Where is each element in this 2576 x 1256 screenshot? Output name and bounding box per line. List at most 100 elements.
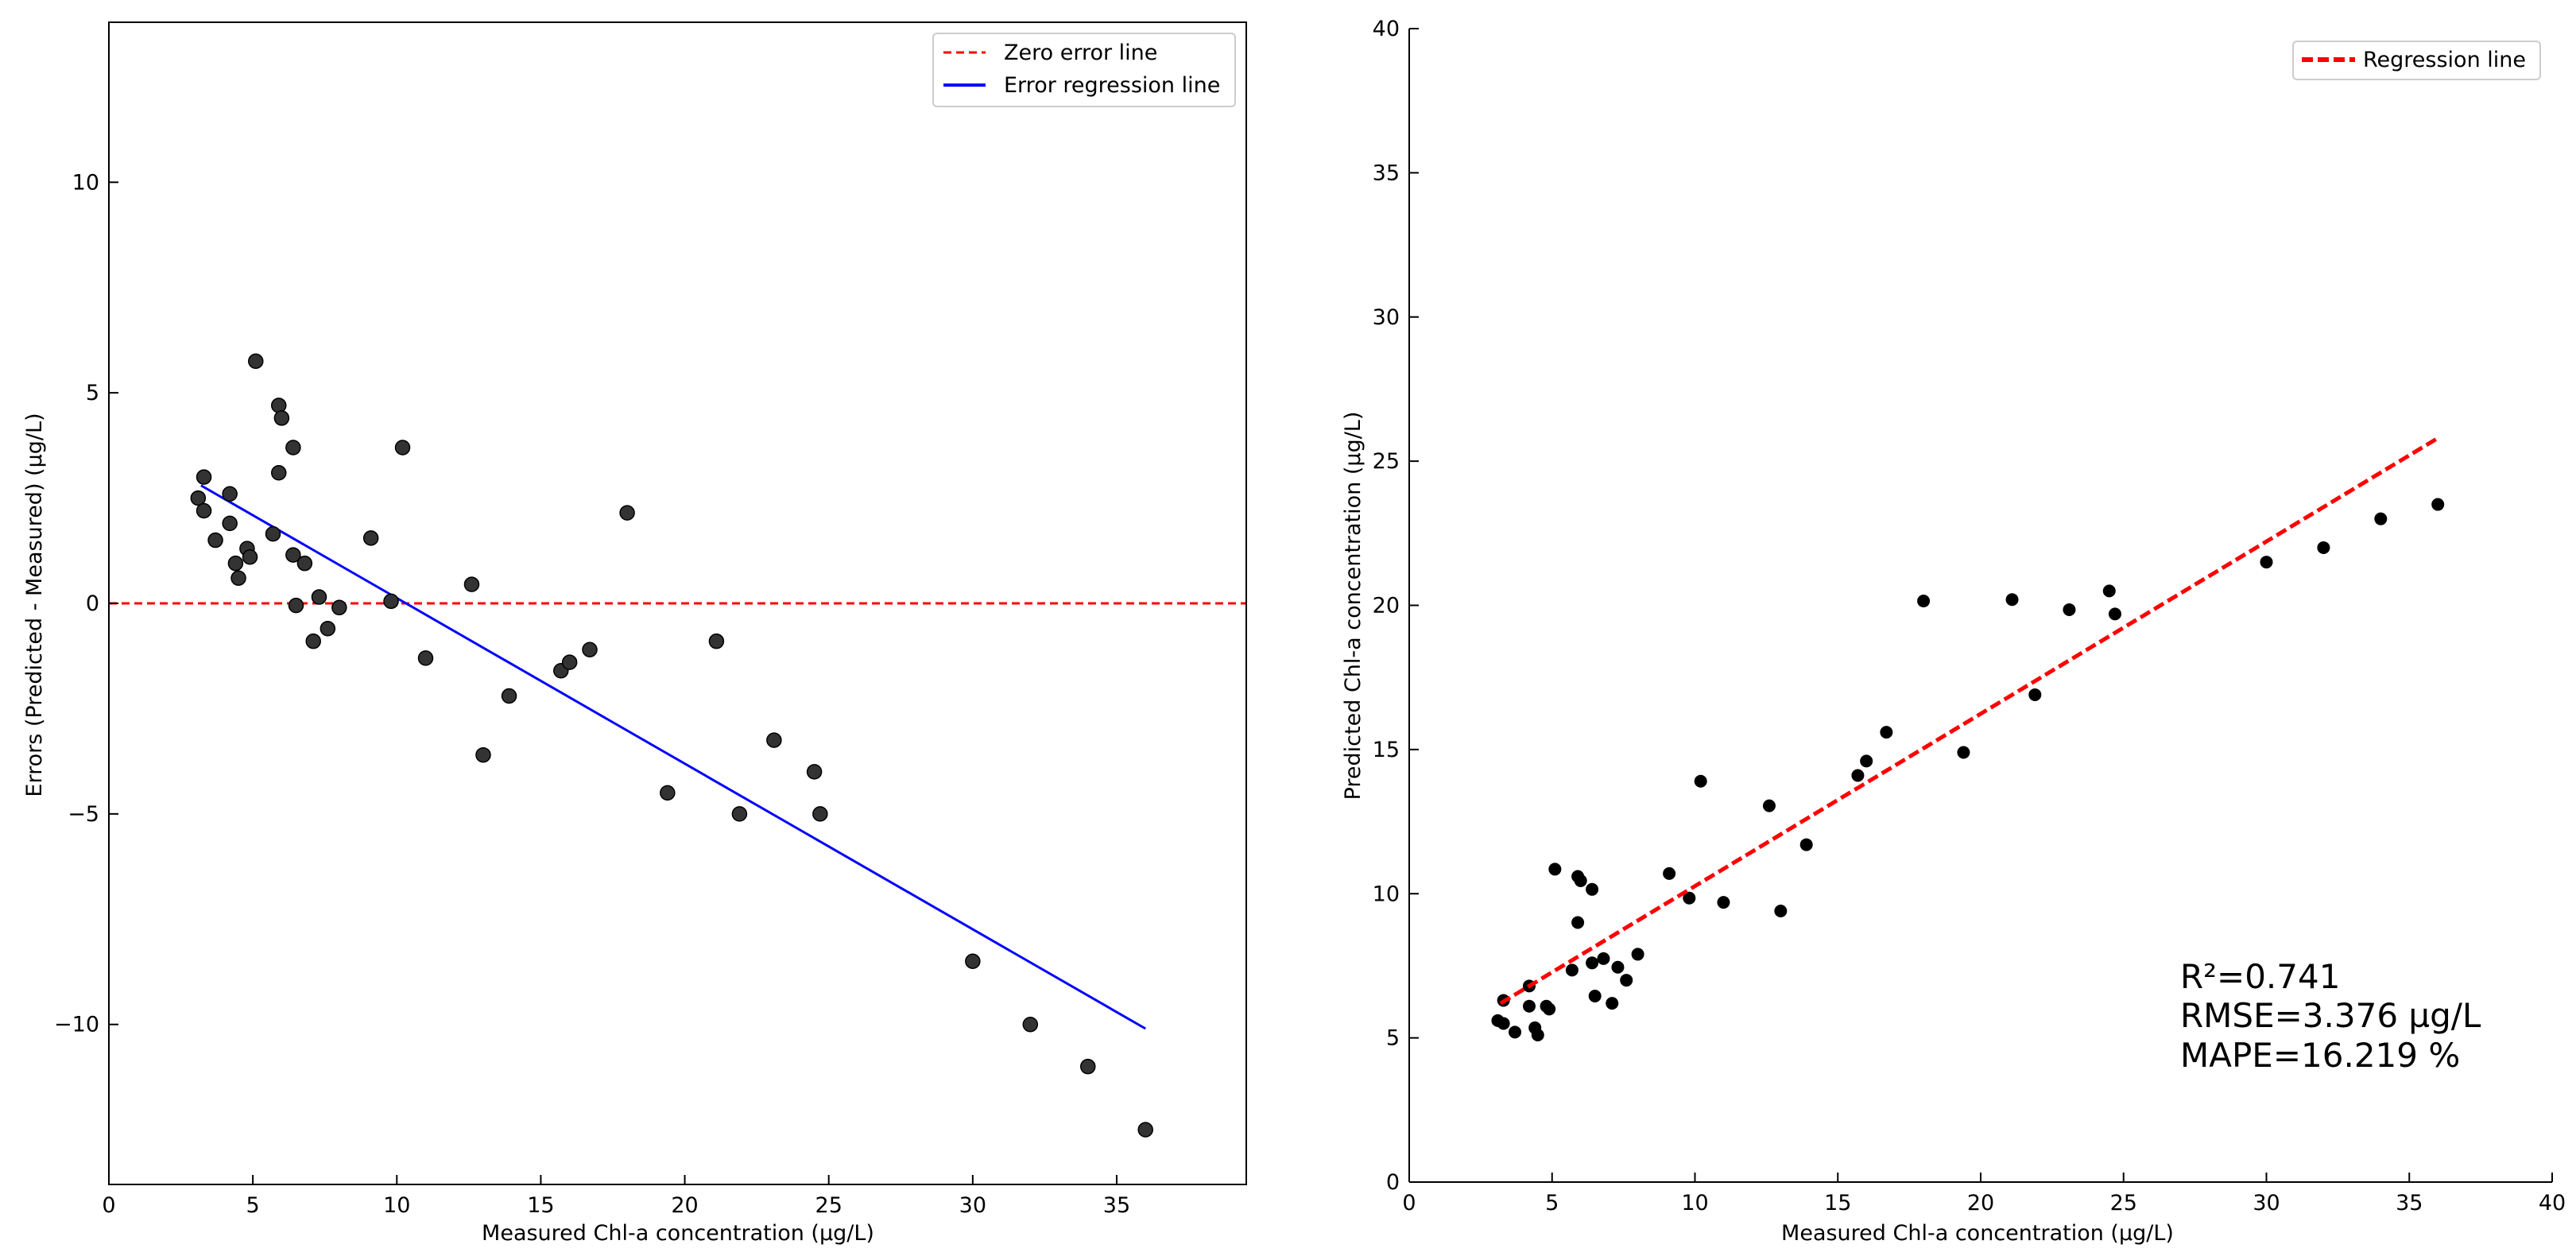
error-plot-x-tick-label: 5 — [246, 1193, 260, 1218]
error-data-point — [766, 732, 782, 748]
prediction-data-point — [2317, 541, 2330, 554]
prediction-plot-y-tick-label: 30 — [1373, 305, 1400, 330]
prediction-data-point — [1574, 874, 1587, 887]
prediction-data-point — [1548, 863, 1562, 876]
prediction-data-point — [2102, 584, 2116, 598]
error-data-point — [196, 469, 212, 485]
prediction-plot-ticks: 0 5 10 15 20 25 30 35 40 0 5 10 15 20 25 30 35 40 — [1373, 17, 2566, 1215]
error-data-point — [331, 599, 347, 616]
error-data-point — [222, 486, 238, 502]
prediction-regression-line — [1499, 436, 2439, 1006]
prediction-data-point — [1774, 905, 1788, 918]
prediction-data-point — [1880, 726, 1893, 739]
rmse-annotation: RMSE=3.376 µg/L — [2180, 996, 2481, 1035]
error-data-point — [265, 525, 281, 542]
error-plot-legend: Zero error line Error regression line — [932, 33, 1236, 107]
prediction-plot-x-tick-label: 40 — [2539, 1191, 2566, 1215]
error-plot-x-axis-title: Measured Chl-a concentration (µg/L) — [482, 1221, 874, 1246]
error-plot-y-tick-label: 0 — [86, 591, 99, 616]
error-data-point — [196, 502, 212, 519]
prediction-plot-x-tick-label: 15 — [1824, 1191, 1851, 1215]
prediction-data-point — [2431, 498, 2445, 511]
prediction-data-point — [1683, 891, 1696, 905]
error-data-point — [227, 555, 244, 572]
prediction-data-point — [2260, 556, 2273, 569]
error-data-point — [320, 621, 336, 637]
error-plot-y-tick-label: −10 — [54, 1013, 99, 1037]
prediction-data-point — [1497, 1017, 1510, 1030]
error-plot-legend-box — [932, 33, 1236, 107]
legend-error-regression-line-label: Error regression line — [1004, 73, 1220, 98]
mape-annotation: MAPE=16.219 % — [2180, 1036, 2460, 1075]
prediction-data-point — [2005, 593, 2019, 607]
prediction-plot-legend-box — [2292, 41, 2541, 80]
error-plot-marks — [109, 353, 1246, 1138]
error-plot-ticks: 0 5 10 15 20 25 30 35 −10 −5 0 5 10 — [54, 170, 1130, 1218]
error-plot-x-tick-label: 30 — [959, 1193, 986, 1218]
error-data-point — [288, 597, 304, 614]
error-data-point — [812, 806, 828, 822]
prediction-data-point — [1509, 1025, 1522, 1039]
error-plot-x-tick-label: 25 — [815, 1193, 843, 1218]
prediction-data-point — [1606, 997, 1619, 1010]
error-data-point — [248, 353, 264, 370]
prediction-plot-x-tick-label: 5 — [1545, 1191, 1559, 1215]
error-plot-x-tick-label: 0 — [102, 1193, 115, 1218]
prediction-plot-marks — [1491, 436, 2445, 1041]
error-data-point — [296, 555, 313, 572]
prediction-plot-y-tick-label: 35 — [1373, 161, 1400, 185]
prediction-plot-legend: Regression line — [2292, 41, 2541, 80]
prediction-data-point — [1631, 948, 1644, 961]
prediction-plot-x-tick-label: 10 — [1681, 1191, 1708, 1215]
error-data-point — [708, 633, 725, 649]
prediction-plot-y-tick-label: 40 — [1373, 17, 1400, 41]
prediction-data-point — [1565, 963, 1579, 977]
prediction-data-point — [2028, 688, 2042, 701]
error-data-point — [1022, 1016, 1039, 1033]
error-plot-x-tick-label: 20 — [671, 1193, 698, 1218]
prediction-data-point — [1588, 990, 1602, 1003]
error-plot-y-axis-title: Errors (Predicted - Measured) (µg/L) — [22, 413, 47, 797]
error-data-point — [501, 688, 517, 704]
error-data-point — [394, 440, 411, 455]
prediction-data-point — [1586, 956, 1599, 970]
error-plot-x-tick-label: 35 — [1103, 1193, 1130, 1218]
prediction-data-point — [1663, 866, 1676, 880]
prediction-data-point — [1917, 595, 1931, 608]
error-data-point — [242, 549, 258, 565]
prediction-data-point — [1531, 1028, 1544, 1041]
error-data-point — [305, 633, 321, 649]
prediction-data-point — [1620, 974, 1633, 987]
prediction-plot-x-tick-label: 0 — [1402, 1191, 1416, 1215]
prediction-plot-x-tick-label: 30 — [2253, 1191, 2280, 1215]
prediction-plot-x-tick-label: 35 — [2396, 1191, 2423, 1215]
prediction-data-point — [1522, 999, 1536, 1013]
error-data-point — [270, 465, 287, 481]
prediction-data-point — [1543, 1002, 1556, 1016]
error-data-point — [463, 576, 480, 592]
error-data-point — [270, 397, 287, 413]
prediction-plot-y-tick-label: 20 — [1373, 594, 1400, 618]
error-data-point — [582, 642, 598, 658]
error-data-point — [273, 410, 290, 426]
prediction-data-point — [1694, 774, 1707, 788]
error-data-point — [660, 785, 676, 801]
error-plot-x-tick-label: 10 — [383, 1193, 410, 1218]
error-data-point — [285, 440, 301, 455]
error-data-point — [417, 650, 434, 666]
prediction-data-point — [1717, 896, 1730, 909]
prediction-data-point — [1586, 882, 1599, 896]
prediction-data-point — [2063, 603, 2076, 616]
prediction-plot-y-tick-label: 0 — [1386, 1170, 1400, 1195]
error-data-point — [965, 953, 981, 970]
prediction-data-point — [1957, 746, 1970, 759]
error-plot-frame — [108, 21, 1247, 1185]
error-data-point — [311, 589, 327, 605]
prediction-data-point — [1799, 838, 1813, 851]
error-data-point — [230, 570, 246, 586]
prediction-plot-x-axis-title: Measured Chl-a concentration (µg/L) — [1781, 1221, 2174, 1246]
legend-regression-line-label: Regression line — [2363, 48, 2526, 72]
error-data-point — [222, 515, 238, 532]
prediction-plot-y-axis-title: Predicted Chl-a concentration (µg/L) — [1341, 412, 1365, 801]
